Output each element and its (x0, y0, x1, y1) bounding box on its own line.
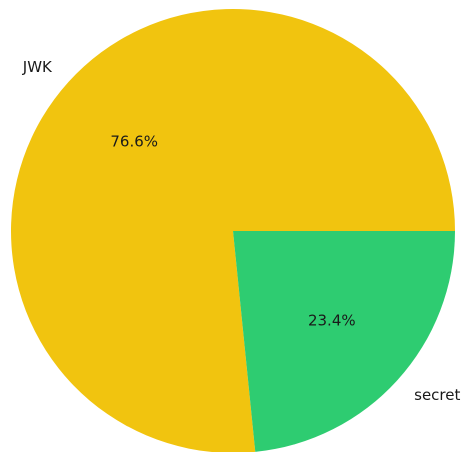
pct-label-secret: 23.4% (308, 311, 356, 329)
pct-label-jwk: 76.6% (110, 133, 158, 151)
category-label-secret: secret (414, 386, 460, 404)
labels-layer: 76.6% JWK 23.4% secret (22, 58, 461, 404)
pie-slice-secret (233, 231, 455, 452)
category-label-jwk: JWK (22, 58, 53, 76)
slices-layer (11, 8, 455, 454)
